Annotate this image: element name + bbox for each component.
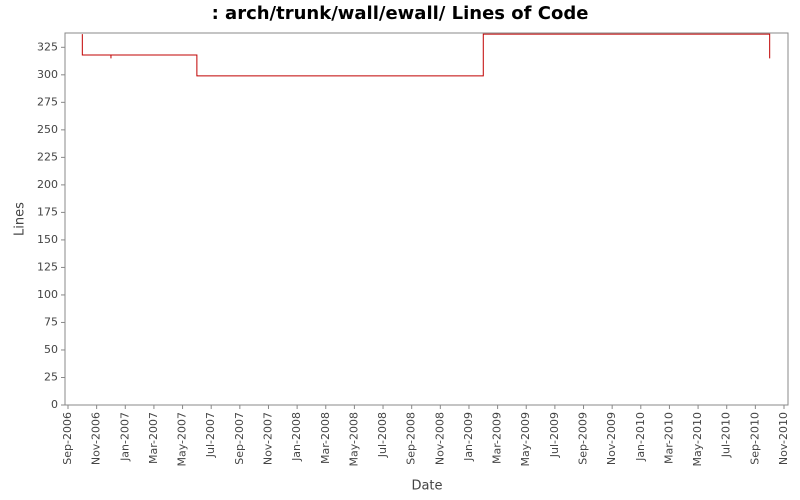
y-tick-label: 150 bbox=[37, 233, 58, 246]
y-tick-label: 75 bbox=[44, 315, 58, 328]
chart-title: : arch/trunk/wall/ewall/ Lines of Code bbox=[212, 3, 589, 24]
x-tick-label: Mar-2008 bbox=[319, 412, 332, 464]
series-line bbox=[81, 33, 771, 77]
x-tick-label: Jul-2010 bbox=[720, 412, 733, 458]
x-tick-label: Nov-2010 bbox=[777, 412, 790, 465]
x-tick-label: Jan-2007 bbox=[118, 412, 131, 462]
x-tick-label: May-2010 bbox=[691, 412, 704, 467]
y-tick-label: 125 bbox=[37, 260, 58, 273]
x-tick-label: Jul-2007 bbox=[204, 412, 217, 458]
x-tick-label: Mar-2010 bbox=[662, 412, 675, 464]
y-tick-label: 100 bbox=[37, 288, 58, 301]
x-tick-label: May-2008 bbox=[347, 412, 360, 467]
y-tick-label: 225 bbox=[37, 150, 58, 163]
y-tick-label: 25 bbox=[44, 370, 58, 383]
x-tick-label: Mar-2009 bbox=[491, 412, 504, 464]
x-tick-label: Sep-2010 bbox=[748, 412, 761, 465]
x-tick-label: May-2009 bbox=[519, 412, 532, 467]
x-tick-label: May-2007 bbox=[176, 412, 189, 467]
x-axis-label: Date bbox=[411, 479, 442, 494]
y-tick-label: 175 bbox=[37, 205, 58, 218]
x-tick-label: Jan-2010 bbox=[634, 412, 647, 462]
y-tick-label: 200 bbox=[37, 178, 58, 191]
y-tick-label: 275 bbox=[37, 95, 58, 108]
plot-area bbox=[64, 32, 789, 406]
x-tick-label: Sep-2007 bbox=[233, 412, 246, 465]
y-tick-label: 50 bbox=[44, 343, 58, 356]
x-tick-label: Jul-2008 bbox=[376, 412, 389, 458]
y-axis-label: Lines bbox=[13, 202, 28, 236]
x-tick-label: Jan-2008 bbox=[290, 412, 303, 462]
x-tick-label: Nov-2006 bbox=[90, 412, 103, 465]
y-tick-label: 300 bbox=[37, 68, 58, 81]
x-tick-label: Nov-2007 bbox=[261, 412, 274, 465]
y-tick-label: 0 bbox=[51, 398, 58, 411]
x-tick-label: Nov-2009 bbox=[605, 412, 618, 465]
x-tick-label: Sep-2006 bbox=[61, 412, 74, 465]
x-tick-label: Nov-2008 bbox=[433, 412, 446, 465]
x-tick-label: Jul-2009 bbox=[548, 412, 561, 458]
x-tick-label: Sep-2008 bbox=[405, 412, 418, 465]
y-tick-label: 250 bbox=[37, 123, 58, 136]
x-tick-label: Mar-2007 bbox=[147, 412, 160, 464]
x-tick-label: Sep-2009 bbox=[577, 412, 590, 465]
y-tick-label: 325 bbox=[37, 40, 58, 53]
x-tick-label: Jan-2009 bbox=[462, 412, 475, 462]
